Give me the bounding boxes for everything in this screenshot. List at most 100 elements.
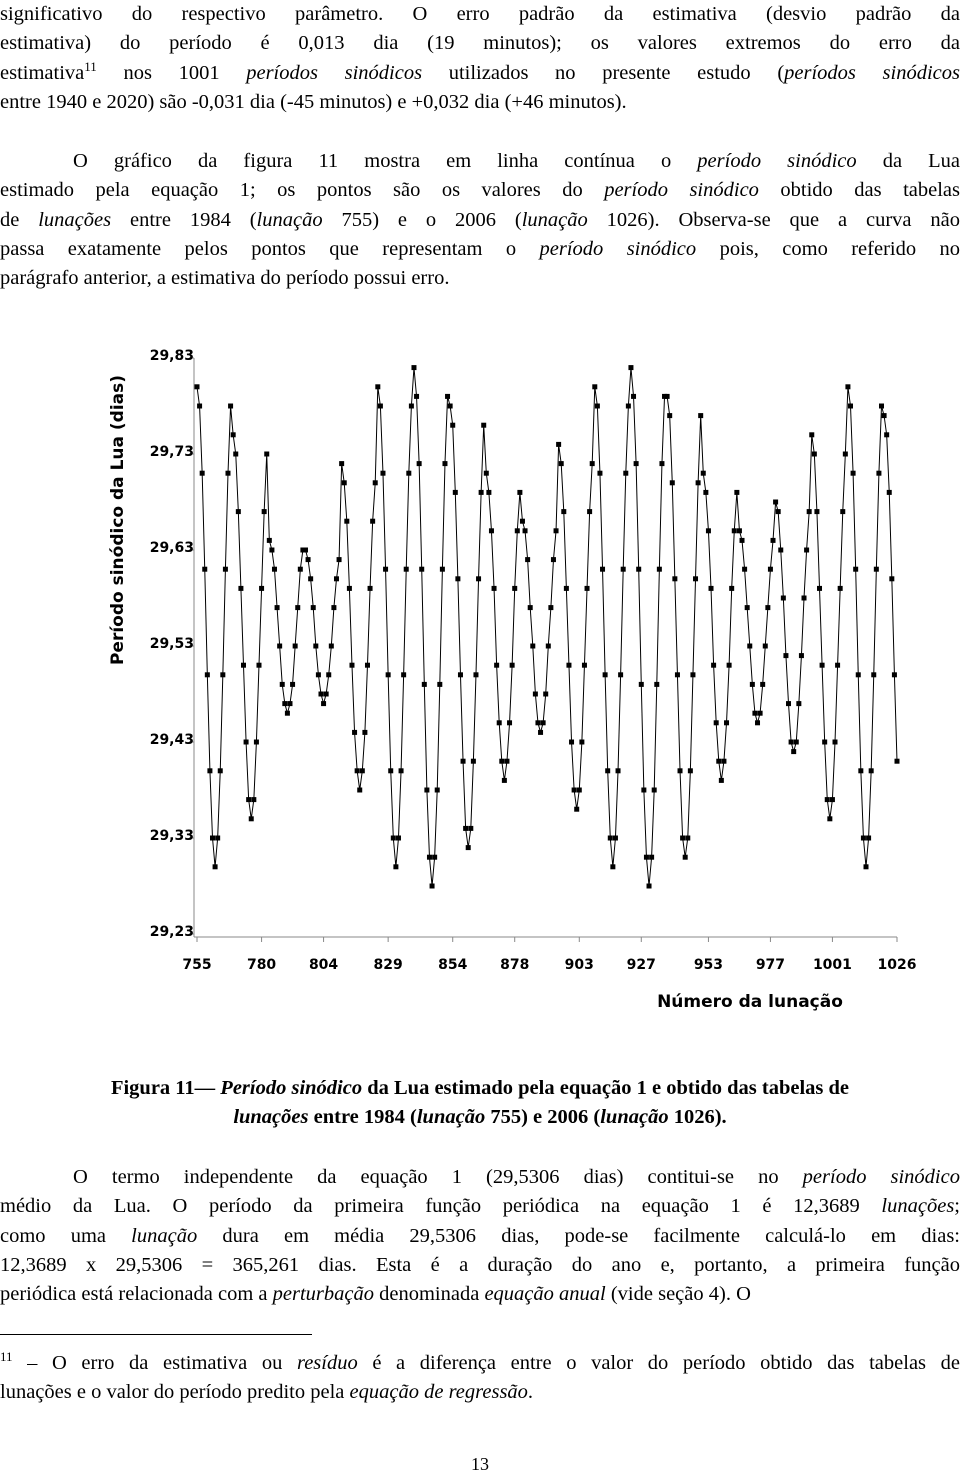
text-run: ; xyxy=(954,1195,960,1218)
text-run: lunação xyxy=(521,208,588,231)
data-point xyxy=(509,662,515,668)
data-point xyxy=(408,403,414,409)
data-point xyxy=(308,576,314,582)
data-point xyxy=(793,739,799,745)
data-point xyxy=(328,643,334,649)
data-point xyxy=(641,787,647,793)
data-point xyxy=(558,461,564,467)
data-point xyxy=(757,710,763,716)
data-point xyxy=(711,662,717,668)
data-point xyxy=(501,777,507,783)
data-point xyxy=(760,681,766,687)
data-point xyxy=(532,691,538,697)
data-point xyxy=(631,393,637,399)
text-run: lunações xyxy=(881,1195,955,1218)
data-point xyxy=(848,403,854,409)
data-point xyxy=(197,403,203,409)
data-point xyxy=(406,470,412,476)
data-point xyxy=(548,605,554,611)
text-run: períodos sinódicos xyxy=(784,61,960,84)
text-run: médio da Lua. O período da primeira funç… xyxy=(0,1195,882,1218)
data-point xyxy=(806,509,812,515)
data-point xyxy=(202,566,208,572)
text-run: lunação xyxy=(131,1224,198,1247)
text-run: 1026). Observa-se que a curva não xyxy=(587,208,960,231)
data-point xyxy=(310,605,316,611)
chart: 29,23 29,33 29,43 29,53 29,63 29,73 29,83 755 78… xyxy=(108,348,916,1012)
data-point xyxy=(450,422,456,428)
data-point xyxy=(434,787,440,793)
data-point xyxy=(827,816,833,822)
data-point xyxy=(739,537,745,543)
data-point xyxy=(566,662,572,668)
data-point xyxy=(251,797,257,803)
x-tick-label: 903 xyxy=(565,957,594,973)
data-point xyxy=(775,509,781,515)
data-point xyxy=(507,720,513,726)
data-point xyxy=(421,681,427,687)
data-point xyxy=(576,787,582,793)
data-point xyxy=(594,403,600,409)
text-run: período sinódico xyxy=(539,237,697,260)
data-point xyxy=(690,672,696,678)
text-run: período sinódico xyxy=(802,1166,960,1188)
text-run: passa exatamente pelos pontos que repres… xyxy=(0,237,540,260)
data-point xyxy=(393,864,399,870)
text-run: período sinódico xyxy=(697,150,857,172)
text-run: 11 xyxy=(84,58,97,74)
data-point xyxy=(344,518,350,524)
data-point xyxy=(315,672,321,678)
data-point xyxy=(416,461,422,467)
text-run: estimativa) do período é 0,013 dia (19 m… xyxy=(0,32,960,55)
data-point xyxy=(395,835,401,841)
data-point xyxy=(713,720,719,726)
data-point xyxy=(333,576,339,582)
data-point xyxy=(233,451,239,457)
data-point xyxy=(259,585,265,591)
text-line: 11 – O erro da estimativa ou resíduo é a… xyxy=(0,1349,960,1378)
data-point xyxy=(765,605,771,611)
text-run: denominada xyxy=(373,1283,485,1306)
data-point xyxy=(300,547,306,553)
series-line xyxy=(196,367,898,887)
text-run: . xyxy=(527,1381,534,1404)
data-point xyxy=(814,509,820,515)
y-tick-label: 29,43 xyxy=(150,732,194,748)
data-point xyxy=(612,835,618,841)
data-point xyxy=(514,528,520,534)
text-run: da Lua xyxy=(856,150,960,172)
data-point xyxy=(256,662,262,668)
data-point xyxy=(352,729,358,735)
data-point xyxy=(481,422,487,428)
data-point xyxy=(264,451,270,457)
data-point xyxy=(809,432,815,438)
data-point xyxy=(372,480,378,486)
data-point xyxy=(426,854,432,860)
paragraph: O termo independente da equação 1 (29,53… xyxy=(0,1163,960,1309)
data-point xyxy=(682,854,688,860)
data-point xyxy=(419,566,425,572)
text-line: periódica está relacionada com a perturb… xyxy=(0,1280,960,1309)
data-point xyxy=(414,393,420,399)
y-tick-label: 29,83 xyxy=(150,348,194,364)
data-point xyxy=(796,701,802,707)
data-point xyxy=(705,528,711,534)
text-run: Figura 11— xyxy=(110,1077,221,1099)
data-point xyxy=(832,739,838,745)
text-run: estimado pela equação 1; os pontos são o… xyxy=(0,179,605,202)
data-point xyxy=(525,557,531,563)
data-point xyxy=(370,518,376,524)
text-line: entre 1940 e 2020) são -0,031 dia (-45 m… xyxy=(0,88,960,117)
data-point xyxy=(290,681,296,687)
data-point xyxy=(261,509,267,515)
data-point xyxy=(819,662,825,668)
data-point xyxy=(215,835,221,841)
data-point xyxy=(889,576,895,582)
data-point xyxy=(339,461,345,467)
data-point xyxy=(734,489,740,495)
data-point xyxy=(321,701,327,707)
text-line: Figura 11— Período sinódico da Lua estim… xyxy=(0,1074,960,1103)
data-point xyxy=(220,672,226,678)
text-run: períodos sinódicos xyxy=(246,61,423,84)
data-point xyxy=(313,643,319,649)
